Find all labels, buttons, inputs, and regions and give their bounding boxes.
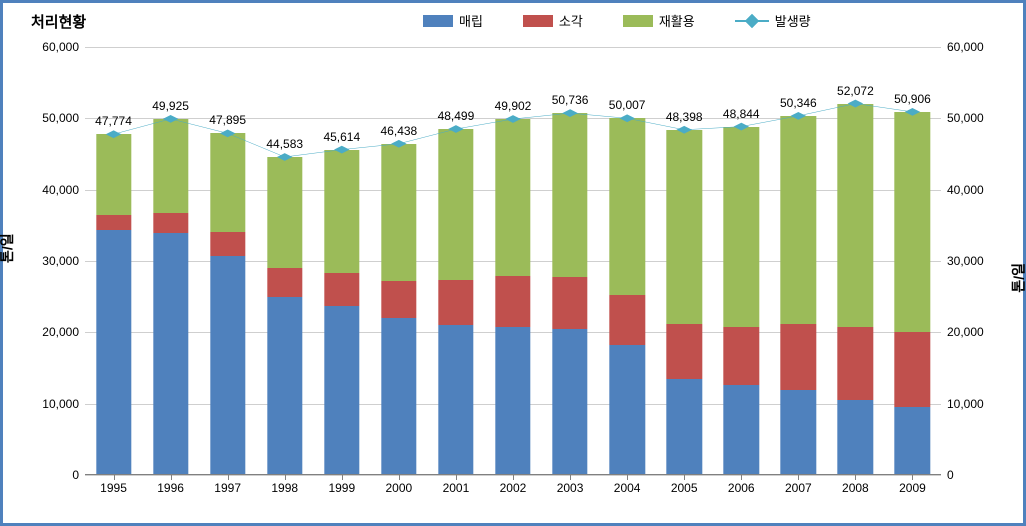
y-tick-right: 40,000 (947, 183, 1007, 197)
generation-marker (449, 126, 462, 133)
generation-marker (335, 146, 348, 153)
generation-marker (735, 123, 748, 130)
generation-marker (392, 140, 405, 147)
generation-marker (164, 116, 177, 123)
generation-marker (678, 126, 691, 133)
x-tick-label: 2000 (386, 481, 413, 495)
x-tick-label: 1999 (328, 481, 355, 495)
x-tick-label: 2004 (614, 481, 641, 495)
line-layer (85, 47, 941, 475)
generation-marker (906, 109, 919, 116)
chart-header: 처리현황 매립 소각 재활용 발생량 (3, 11, 1023, 39)
legend-label-generation: 발생량 (775, 11, 811, 30)
legend-label-incineration: 소각 (559, 11, 583, 30)
x-tick-mark (114, 475, 115, 480)
x-tick-mark (342, 475, 343, 480)
legend-label-recycle: 재활용 (659, 11, 695, 30)
y-tick-right: 20,000 (947, 325, 1007, 339)
y-tick-right: 10,000 (947, 397, 1007, 411)
y-tick-left: 0 (19, 468, 79, 482)
x-tick-mark (627, 475, 628, 480)
x-tick-mark (171, 475, 172, 480)
x-tick-label: 2008 (842, 481, 869, 495)
x-tick-mark (855, 475, 856, 480)
y-tick-left: 40,000 (19, 183, 79, 197)
legend-item-incineration: 소각 (523, 11, 583, 30)
legend-item-generation: 발생량 (735, 11, 811, 30)
y-axis-title-right: 톤/일 (1009, 263, 1026, 293)
generation-marker (620, 115, 633, 122)
x-tick-mark (912, 475, 913, 480)
legend: 매립 소각 재활용 발생량 (423, 11, 1003, 30)
legend-item-recycle: 재활용 (623, 11, 695, 30)
swatch-marker-generation (745, 13, 759, 27)
y-axis-title-left: 톤/일 (0, 233, 17, 263)
y-tick-left: 30,000 (19, 254, 79, 268)
x-tick-mark (513, 475, 514, 480)
x-tick-label: 1997 (214, 481, 241, 495)
y-tick-left: 60,000 (19, 40, 79, 54)
x-tick-mark (570, 475, 571, 480)
x-tick-label: 2006 (728, 481, 755, 495)
x-tick-label: 2005 (671, 481, 698, 495)
baseline (85, 474, 941, 475)
x-tick-mark (684, 475, 685, 480)
generation-marker (849, 100, 862, 107)
y-tick-left: 50,000 (19, 111, 79, 125)
generation-marker (221, 130, 234, 137)
x-tick-label: 2003 (557, 481, 584, 495)
legend-label-landfill: 매립 (459, 11, 483, 30)
y-tick-right: 30,000 (947, 254, 1007, 268)
generation-marker (278, 154, 291, 161)
y-tick-right: 60,000 (947, 40, 1007, 54)
y-tick-left: 20,000 (19, 325, 79, 339)
swatch-line-generation (735, 20, 769, 22)
chart-title: 처리현황 (31, 11, 86, 32)
legend-item-landfill: 매립 (423, 11, 483, 30)
x-tick-label: 1996 (157, 481, 184, 495)
y-tick-right: 0 (947, 468, 1007, 482)
x-tick-mark (798, 475, 799, 480)
y-tick-right: 50,000 (947, 111, 1007, 125)
x-tick-label: 2002 (500, 481, 527, 495)
y-tick-left: 10,000 (19, 397, 79, 411)
x-tick-label: 2001 (443, 481, 470, 495)
generation-marker (107, 131, 120, 138)
x-tick-mark (399, 475, 400, 480)
swatch-landfill (423, 15, 453, 27)
swatch-recycle (623, 15, 653, 27)
chart-frame: 처리현황 매립 소각 재활용 발생량 톤/일 톤/일 010,0002 (0, 0, 1026, 526)
x-tick-label: 2009 (899, 481, 926, 495)
x-tick-label: 1998 (271, 481, 298, 495)
x-tick-mark (456, 475, 457, 480)
x-tick-label: 1995 (100, 481, 127, 495)
y-axis-left: 010,00020,00030,00040,00050,00060,000 (19, 47, 79, 475)
swatch-incineration (523, 15, 553, 27)
generation-marker (792, 113, 805, 120)
x-tick-mark (228, 475, 229, 480)
generation-marker (506, 116, 519, 123)
y-axis-right: 010,00020,00030,00040,00050,00060,000 (947, 47, 1007, 475)
x-tick-label: 2007 (785, 481, 812, 495)
generation-line (114, 104, 913, 157)
x-tick-mark (285, 475, 286, 480)
plot-area: 47,774199549,925199647,895199744,5831998… (85, 47, 941, 475)
x-tick-mark (741, 475, 742, 480)
generation-marker (563, 110, 576, 117)
